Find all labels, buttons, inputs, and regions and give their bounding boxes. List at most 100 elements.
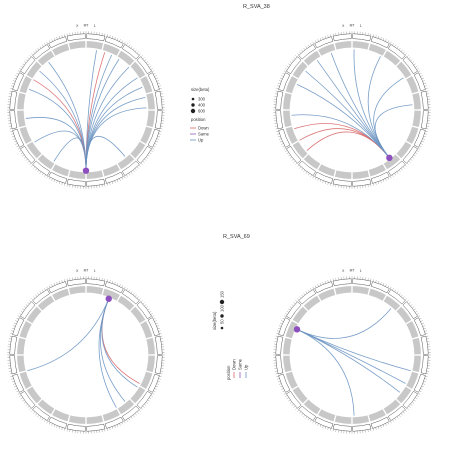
axis-tick — [335, 32, 337, 36]
axis-tick — [425, 373, 429, 375]
axis-tick — [130, 46, 133, 49]
axis-tick — [29, 162, 32, 165]
hub-marker — [386, 154, 393, 162]
track-segment — [130, 141, 146, 159]
ideogram-segment — [420, 110, 429, 130]
axis-tick — [396, 171, 399, 174]
axis-tick — [58, 280, 61, 284]
axis-tick — [37, 415, 40, 418]
axis-tick — [31, 53, 34, 56]
axis-tick — [423, 327, 427, 330]
ideogram-segment — [136, 56, 152, 75]
axis-tick — [278, 80, 282, 82]
axis-tick — [312, 175, 314, 179]
axis-tick — [160, 370, 164, 372]
axis-tick — [14, 140, 17, 143]
axis-tick — [408, 160, 411, 163]
axis-tick — [377, 181, 380, 185]
axis-tick — [425, 335, 429, 337]
axis-tick — [416, 313, 419, 315]
axis-tick — [147, 308, 150, 311]
track-segment — [368, 288, 386, 301]
legend-size-marker — [220, 326, 224, 330]
axis-tick — [154, 320, 157, 322]
track-segment — [17, 110, 26, 128]
axis-tick — [276, 88, 279, 90]
legend-position-label: Same — [198, 132, 210, 137]
axis-tick — [11, 135, 15, 138]
axis-tick — [319, 283, 322, 286]
axis-tick — [385, 178, 387, 181]
ideogram-segment — [32, 160, 51, 176]
track-segment — [130, 306, 146, 324]
axis-tick — [124, 420, 126, 424]
axis-tick — [119, 39, 121, 42]
axis-tick — [426, 370, 430, 372]
axis-tick — [53, 179, 56, 182]
ideogram-segment — [32, 289, 51, 305]
track-segment — [368, 164, 386, 177]
axis-tick — [126, 288, 128, 291]
track-segment — [19, 126, 32, 144]
axis-tick — [33, 296, 36, 299]
track-segment — [383, 399, 401, 415]
ideogram-segment — [286, 301, 302, 320]
axis-tick — [319, 424, 322, 427]
axis-tick — [132, 415, 135, 418]
axis-tick — [111, 181, 114, 185]
axis-tick — [15, 388, 18, 390]
axis-tick — [109, 35, 111, 38]
axis-tick — [151, 315, 155, 317]
axis-tick — [312, 420, 314, 424]
hub-marker — [105, 295, 112, 302]
track-segment — [303, 154, 321, 170]
axis-tick — [423, 380, 427, 383]
axis-tick — [146, 156, 149, 159]
track-segment — [383, 295, 401, 311]
axis-tick — [286, 152, 289, 155]
legend-position-label: Down — [198, 126, 209, 131]
axis-tick — [19, 68, 22, 70]
axis-tick — [66, 278, 68, 282]
ideogram-segment — [121, 289, 140, 305]
link-up — [353, 49, 390, 159]
axis-tick — [415, 397, 418, 400]
axis-tick — [367, 184, 369, 188]
axis-tick — [367, 32, 369, 36]
axis-tick — [130, 291, 133, 294]
axis-tick — [330, 279, 332, 282]
axis-tick — [402, 411, 405, 414]
axis-tick — [422, 80, 426, 82]
axis-tick — [421, 140, 424, 143]
legend-size-label: 400 — [198, 103, 206, 108]
axis-tick — [23, 156, 26, 159]
axis-tick — [288, 154, 291, 157]
axis-tick — [29, 55, 32, 58]
ideogram-segment — [370, 36, 390, 49]
axis-tick — [134, 413, 137, 416]
axis-tick — [11, 85, 14, 87]
link-up — [374, 104, 413, 159]
axis-tick — [153, 390, 156, 393]
axis-tick — [126, 174, 128, 177]
axis-tick — [293, 405, 296, 408]
axis-tick — [159, 375, 162, 377]
axis-tick — [382, 179, 385, 182]
axis-tick — [400, 413, 403, 416]
axis-tick — [424, 378, 427, 380]
axis-tick — [387, 177, 390, 180]
axis-tick — [140, 300, 143, 303]
axis-tick — [159, 373, 163, 375]
axis-tick — [426, 93, 430, 95]
axis-tick — [150, 313, 153, 315]
axis-tick — [159, 128, 163, 130]
ideogram-segment — [286, 56, 302, 75]
axis-tick — [53, 283, 56, 286]
axis-tick — [136, 296, 139, 299]
axis-tick — [25, 304, 28, 307]
axis-tick — [387, 40, 390, 43]
axis-tick — [413, 154, 416, 157]
chromosome-label: X — [342, 269, 345, 273]
axis-tick — [305, 291, 308, 294]
axis-tick — [119, 178, 121, 181]
